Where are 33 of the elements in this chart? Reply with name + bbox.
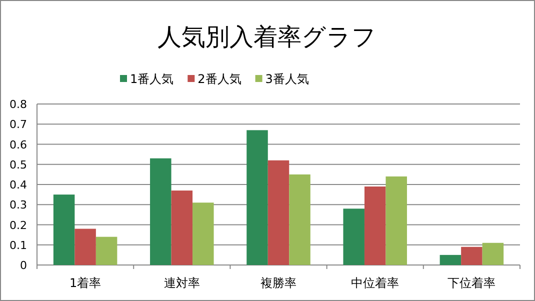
chart-title: 人気別入着率グラフ (158, 23, 376, 51)
bar (246, 130, 268, 265)
bar (343, 208, 364, 265)
bar (96, 236, 118, 265)
bar (461, 246, 482, 265)
bar (192, 202, 214, 265)
bar (53, 194, 75, 265)
y-tick-label: 0 (20, 259, 27, 272)
x-tick-label: 複勝率 (260, 276, 296, 290)
bar (482, 242, 504, 265)
x-tick-label: 中位着率 (351, 276, 400, 290)
bar (289, 174, 310, 265)
bar (171, 190, 193, 265)
y-tick-label: 0.7 (10, 118, 27, 132)
x-tick-label: 連対率 (164, 276, 200, 290)
legend-label: 3番人気 (265, 72, 309, 86)
x-tick-label: 1着率 (69, 276, 102, 290)
bar (386, 176, 407, 265)
y-tick-label: 0.5 (10, 158, 27, 172)
bar (74, 228, 96, 265)
bar (150, 158, 172, 265)
y-tick-label: 0.4 (10, 178, 27, 192)
bar (364, 186, 386, 265)
y-tick-label: 0.1 (10, 238, 27, 252)
y-tick-label: 0.3 (10, 198, 27, 212)
legend-label: 1番人気 (130, 72, 174, 86)
legend-label: 2番人気 (198, 72, 242, 86)
y-tick-label: 0.2 (10, 218, 27, 232)
bar (268, 160, 290, 265)
bar (440, 254, 462, 265)
y-tick-label: 0.6 (10, 138, 27, 152)
x-tick-label: 下位着率 (448, 276, 496, 290)
y-tick-label: 0.8 (10, 98, 27, 111)
